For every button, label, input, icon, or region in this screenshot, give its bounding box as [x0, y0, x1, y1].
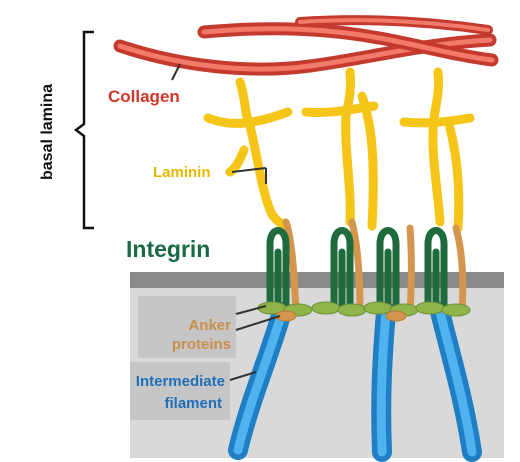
integrin-receptors	[266, 227, 448, 310]
collagen-fibers	[113, 15, 499, 76]
plasma-membrane	[130, 272, 504, 288]
anker-proteins	[282, 218, 467, 316]
filament-label-box	[130, 362, 230, 420]
basal-lamina-bracket	[73, 30, 94, 230]
integrin-label: Integrin	[126, 236, 210, 262]
collagen-label: Collagen	[108, 87, 180, 106]
laminin-molecules	[203, 67, 475, 233]
plaque-proteins	[257, 301, 471, 322]
anker-label-line2: proteins	[172, 336, 231, 353]
anker-label-box	[138, 296, 236, 358]
filament-label-line1: Intermediate	[136, 373, 225, 390]
basal-lamina-label: basal lamina	[39, 84, 56, 180]
leader-lines	[171, 63, 281, 381]
laminin-label: Laminin	[153, 164, 211, 181]
intermediate-filaments	[228, 302, 482, 462]
anker-label-line1: Anker	[188, 317, 231, 334]
filament-label-line2: filament	[164, 395, 222, 412]
